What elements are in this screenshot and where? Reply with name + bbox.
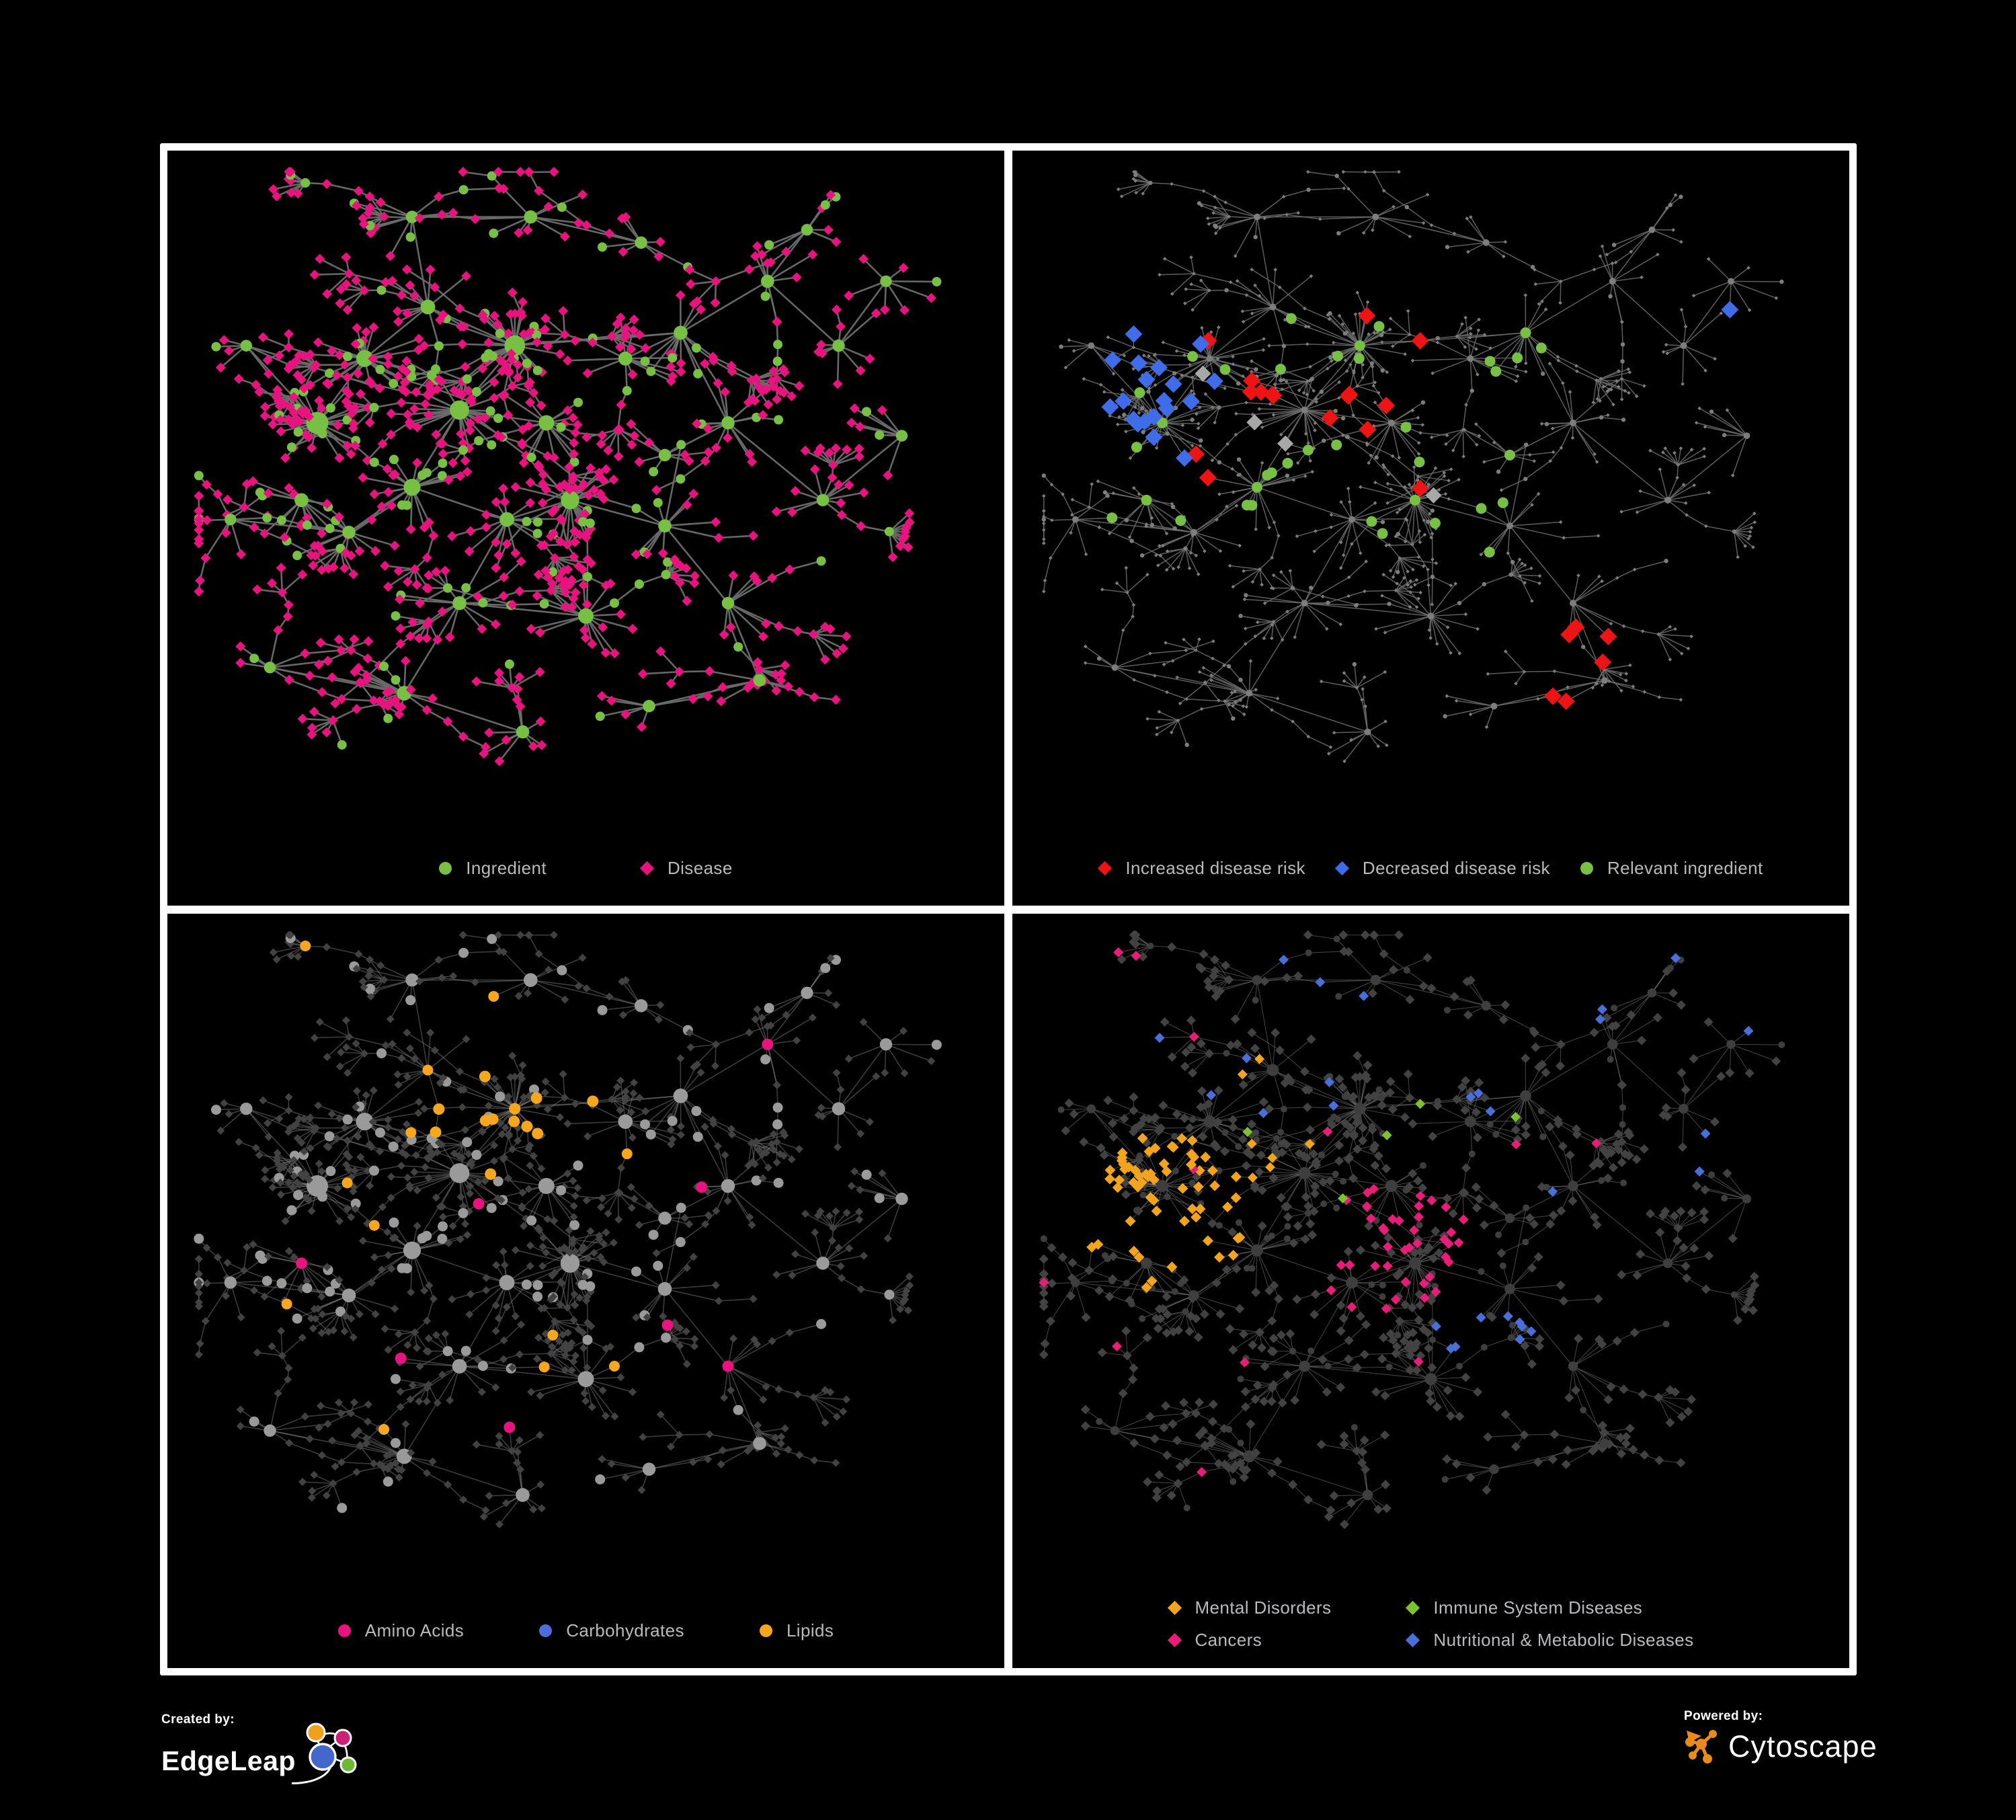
legend-item: Decreased disease risk [1334, 857, 1550, 879]
panel-nutrient-classes: Amino Acids Carbohydrates Lipids [167, 913, 1004, 1668]
diamond-marker [1167, 1600, 1182, 1616]
legend-ingredient-disease: Ingredient Disease [167, 858, 1004, 879]
edgeleap-network-icon [291, 1723, 357, 1784]
legend-item: Disease [639, 857, 733, 879]
network-graph-disease-risk [1041, 169, 1784, 764]
panel-ingredient-disease: Ingredient Disease [167, 151, 1004, 906]
circle-marker [337, 1624, 351, 1637]
legend-item: Ingredient [439, 858, 547, 879]
legend-item: Carbohydrates [539, 1620, 684, 1641]
legend-label: Increased disease risk [1125, 857, 1305, 878]
circle-marker [539, 1624, 553, 1637]
legend-label: Carbohydrates [566, 1620, 684, 1640]
cytoscape-wordmark: Cytoscape [1728, 1729, 1878, 1764]
legend-item: Relevant ingredient [1580, 858, 1763, 879]
legend-disease-categories: Mental Disorders Immune System Diseases Ca… [1012, 1597, 1849, 1651]
legend-label: Disease [667, 857, 733, 878]
legend-label: Cancers [1195, 1630, 1262, 1650]
cytoscape-logo: Powered by: Cytoscape [1684, 1709, 1878, 1766]
legend-item: Amino Acids [337, 1620, 465, 1641]
circle-marker [1580, 861, 1593, 875]
diamond-marker [1406, 1632, 1420, 1648]
edgeleap-logo: Created by: EdgeLeap [161, 1712, 372, 1792]
legend-label: Decreased disease risk [1362, 857, 1550, 878]
legend-label: Relevant ingredient [1607, 857, 1763, 878]
legend-item: Nutritional & Metabolic Diseases [1406, 1630, 1693, 1651]
diamond-marker [1406, 1600, 1420, 1616]
diamond-marker [1167, 1632, 1182, 1648]
legend-disease-risk: Increased disease risk Decreased disease … [1012, 858, 1849, 879]
circle-marker [759, 1624, 772, 1637]
network-graph-disease-categories [1039, 930, 1785, 1529]
legend-item: Increased disease risk [1098, 858, 1305, 879]
network-graph-nutrient-classes [194, 931, 942, 1528]
legend-label: Ingredient [466, 857, 547, 878]
legend-nutrient-classes: Amino Acids Carbohydrates Lipids [167, 1620, 1004, 1641]
panel-disease-categories: Mental Disorders Immune System Diseases Ca… [1012, 913, 1849, 1668]
diamond-marker [1334, 861, 1349, 875]
legend-item: Immune System Diseases [1406, 1597, 1693, 1618]
legend-label: Lipids [786, 1620, 834, 1640]
diamond-marker [1098, 861, 1113, 875]
legend-item: Lipids [759, 1620, 834, 1641]
legend-label: Amino Acids [364, 1620, 465, 1640]
legend-label: Immune System Diseases [1433, 1597, 1643, 1618]
created-by-label: Created by: [161, 1712, 235, 1727]
network-graph-ingredient-disease [194, 167, 942, 766]
legend-item: Cancers [1167, 1630, 1332, 1651]
circle-marker [439, 861, 452, 875]
panel-disease-risk: Increased disease risk Decreased disease … [1012, 151, 1849, 906]
legend-label: Mental Disorders [1195, 1597, 1332, 1618]
diamond-marker [639, 861, 655, 875]
legend-label: Nutritional & Metabolic Diseases [1433, 1630, 1694, 1650]
cytoscape-icon [1685, 1730, 1717, 1764]
panel-grid: Ingredient Disease Increased disease risk… [160, 143, 1857, 1675]
powered-by-label: Powered by: [1684, 1709, 1763, 1723]
legend-item: Mental Disorders [1167, 1597, 1332, 1618]
edgeleap-wordmark: EdgeLeap [161, 1745, 296, 1776]
